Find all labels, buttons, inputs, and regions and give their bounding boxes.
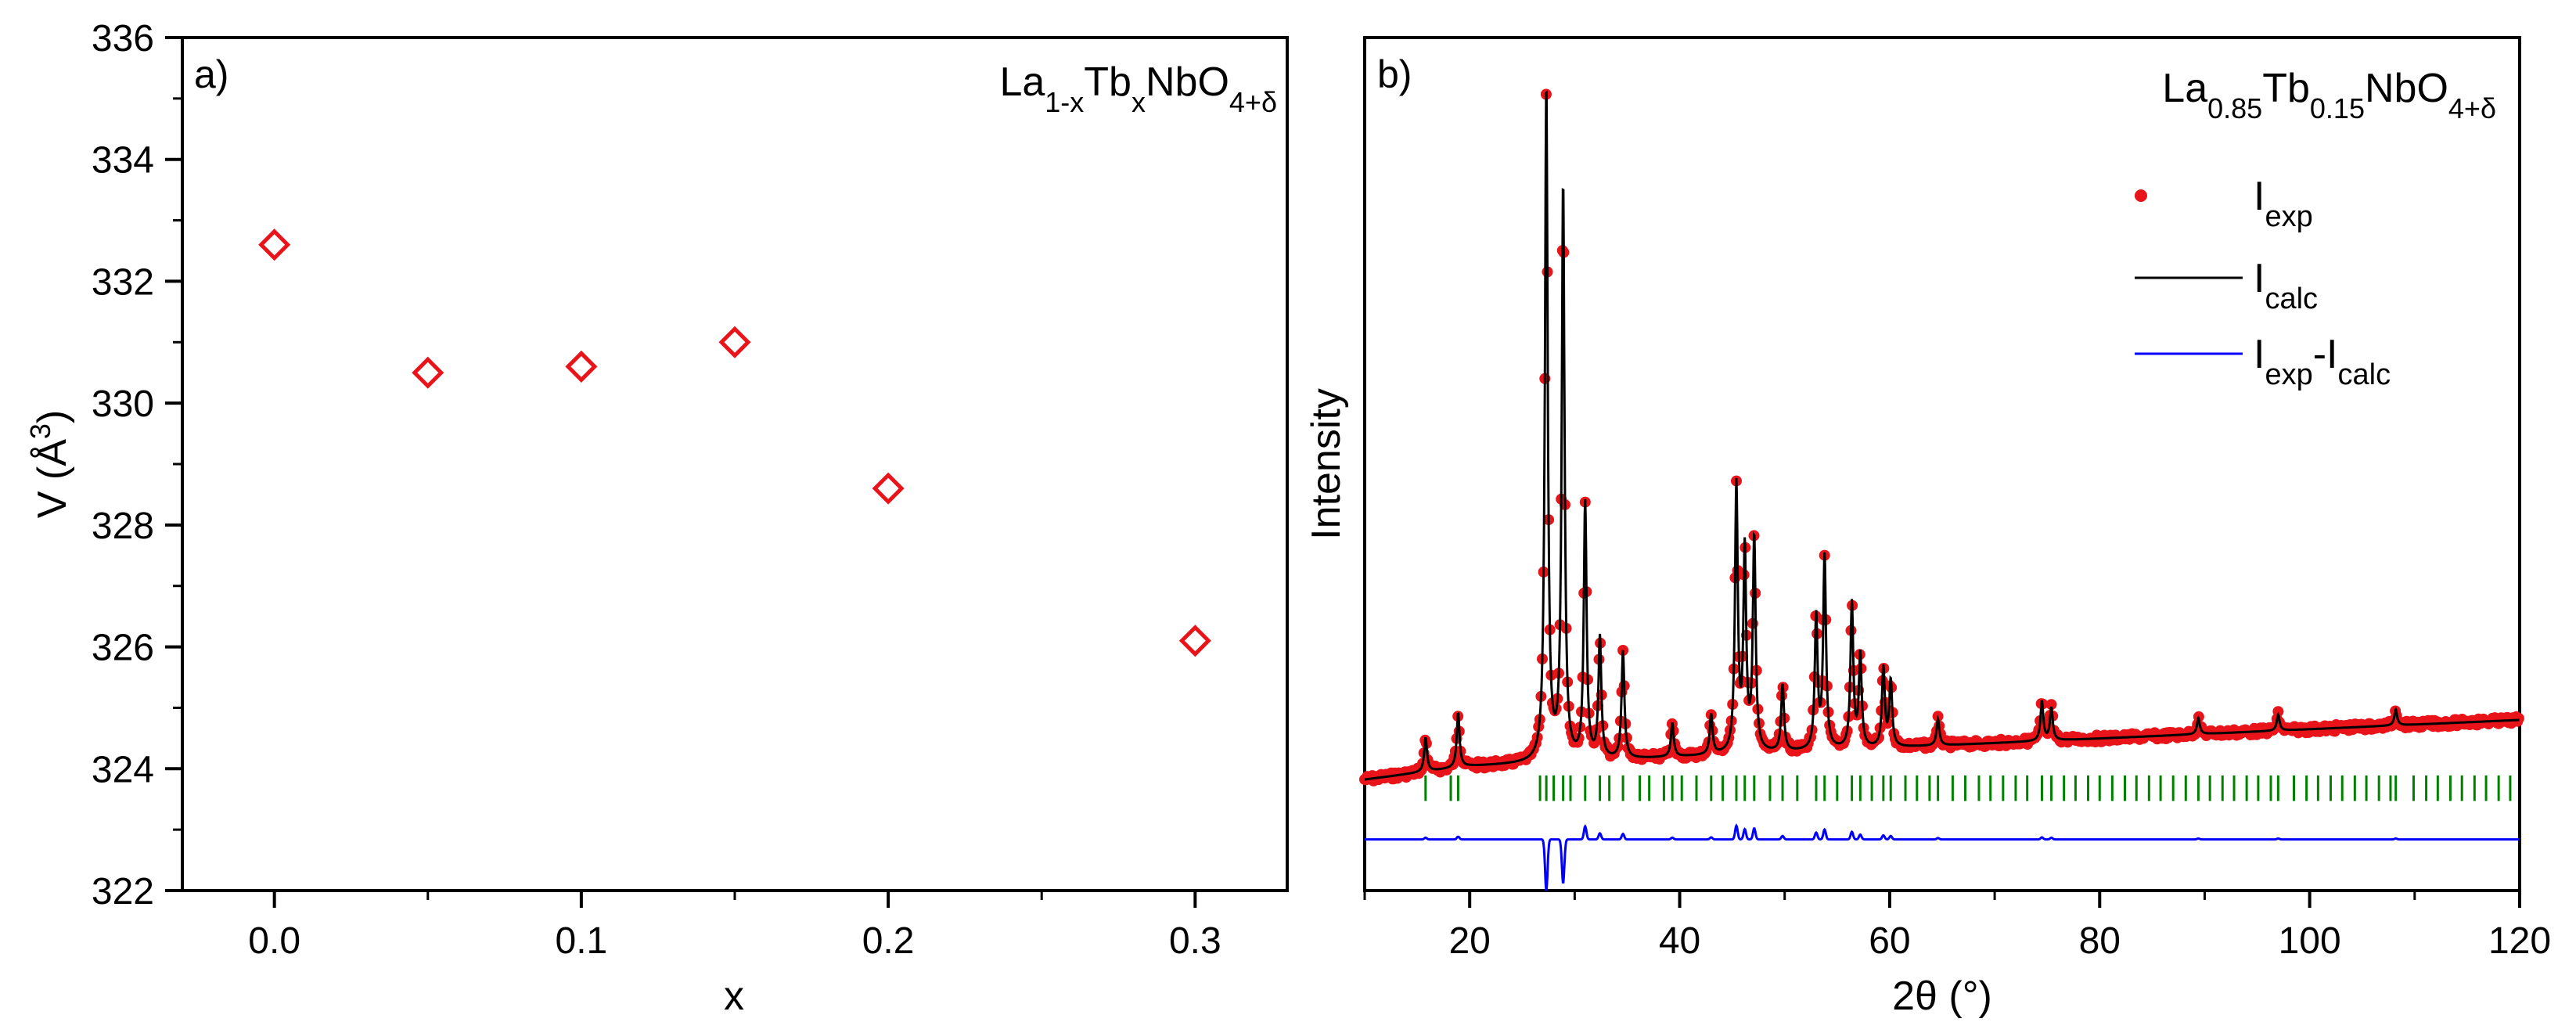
panel-a-data-point: [718, 326, 751, 358]
panel-a-x-axis-label: x: [724, 974, 744, 1019]
panel-b-observed-points: [1359, 88, 2524, 786]
panel-b-x-tick-label: 40: [1659, 920, 1700, 962]
panel-b-formula: La0.85Tb0.15NbO4+δ: [2162, 66, 2496, 124]
panel-b-x-tick-label: 60: [1869, 920, 1910, 962]
legend-exp-label: Iexp: [2254, 174, 2313, 233]
legend-diff-label: Iexp-Icalc: [2254, 332, 2391, 391]
panel-b-observed-point: [2513, 713, 2524, 724]
panel-a-data-points: [258, 229, 1211, 657]
panel-b-x-tick-label: 120: [2488, 920, 2551, 962]
panel-b-observed-point: [2045, 699, 2057, 711]
panel-b-calculated-line: [1365, 90, 2520, 781]
panel-a-data-point: [872, 472, 905, 505]
panel-a-x-tick-label: 0.0: [248, 920, 300, 962]
panel-a-data-point: [1178, 624, 1211, 657]
panel-a-data-point: [258, 229, 291, 261]
panel-b-x-tick-label: 100: [2279, 920, 2341, 962]
panel-b-x-tick-label: 80: [2079, 920, 2121, 962]
panel-a-x-tick-label: 0.2: [862, 920, 915, 962]
panel-a-y-axis-label: V (Å3): [24, 410, 76, 519]
panel-a-plot-frame: [181, 36, 1289, 892]
panel-a-y-tick-label: 328: [92, 506, 154, 547]
panel-b-bragg-markers: [1424, 775, 2512, 801]
panel-a-axis-ticks: 0.0 0.1 0.2 0.3 322 324 326 328 330 332 334 336: [92, 18, 1221, 962]
panel-a-y-tick-label: 324: [92, 749, 154, 790]
panel-b-xrd-pattern-chart: 20 40 60 80 100 120 b) La0.85Tb0.15NbO4+δ Iex…: [1304, 36, 2551, 1019]
panel-a-x-tick-label: 0.1: [556, 920, 608, 962]
panel-b-plot-frame: [1363, 36, 2521, 892]
panel-b-axis-ticks: 20 40 60 80 100 120: [1363, 891, 2551, 962]
panel-a-y-tick-label: 326: [92, 628, 154, 669]
legend-calc-label: Icalc: [2254, 256, 2318, 315]
panel-a-y-tick-label: 322: [92, 871, 154, 912]
panel-b-label: b): [1377, 52, 1412, 96]
panel-a-formula: La1-xTbxNbO4+δ: [999, 59, 1277, 118]
panel-a-data-point: [412, 356, 444, 389]
panel-a-y-tick-label: 330: [92, 383, 154, 425]
panel-a-y-tick-label: 336: [92, 18, 154, 59]
panel-b-observed-point: [2272, 706, 2284, 718]
panel-a-y-tick-label: 332: [92, 261, 154, 303]
panel-b-x-tick-label: 20: [1448, 920, 1490, 962]
legend-exp-marker: [2135, 189, 2147, 202]
panel-b-y-axis-label: Intensity: [1304, 388, 1349, 540]
panel-a-x-tick-label: 0.3: [1169, 920, 1221, 962]
panel-a-data-point: [565, 350, 598, 383]
panel-a-y-tick-label: 334: [92, 140, 154, 182]
panel-b-x-axis-label: 2θ (°): [1892, 974, 1992, 1019]
panel-b-difference-line: [1365, 823, 2520, 891]
panel-b-legend: Iexp Icalc Iexp-Icalc: [2135, 174, 2391, 391]
panel-a-label: a): [194, 52, 228, 96]
